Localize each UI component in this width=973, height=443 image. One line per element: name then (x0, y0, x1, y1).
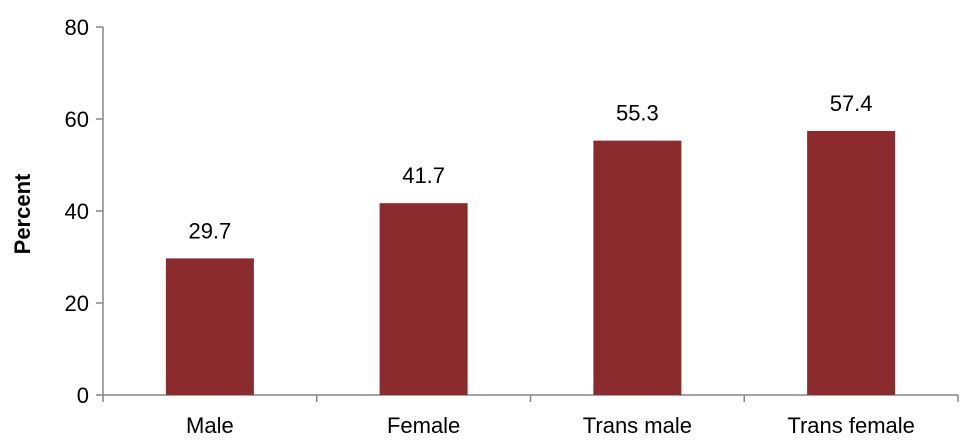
data-label: 41.7 (402, 163, 445, 188)
bar (807, 130, 896, 395)
bars (165, 130, 896, 395)
x-tick-label: Female (387, 413, 460, 438)
x-tick-label: Trans female (787, 413, 915, 438)
y-tick-label: 40 (65, 199, 89, 224)
y-tick-label: 0 (77, 383, 89, 408)
bar (379, 203, 468, 395)
data-labels: 29.7 41.7 55.3 57.4 (188, 91, 872, 243)
x-tick-label: Trans male (583, 413, 692, 438)
x-axis: Male Female Trans male Trans female (102, 394, 959, 438)
data-label: 29.7 (188, 218, 231, 243)
y-tick-label: 60 (65, 107, 89, 132)
y-tick-label: 80 (65, 15, 89, 40)
x-tick-label: Male (186, 413, 234, 438)
bar (165, 258, 254, 395)
y-tick-label: 20 (65, 291, 89, 316)
data-label: 55.3 (616, 101, 659, 126)
y-axis: 0 20 40 60 80 (65, 15, 104, 408)
bar (593, 140, 682, 395)
y-axis-title: Percent (10, 173, 35, 254)
data-label: 57.4 (830, 91, 873, 116)
